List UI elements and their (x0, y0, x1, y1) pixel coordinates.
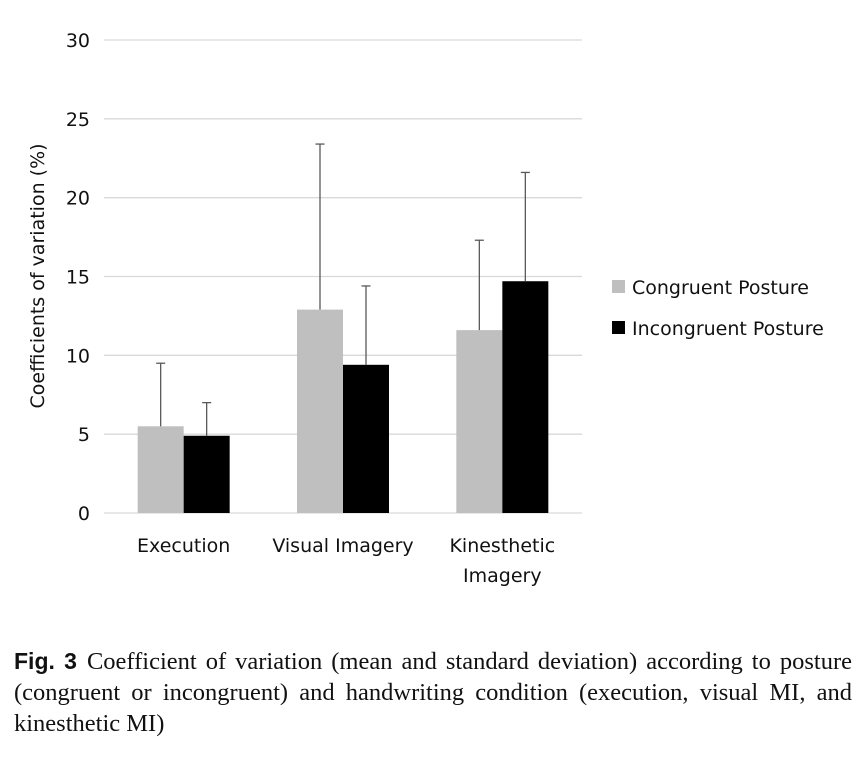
x-tick-label: Visual Imagery (272, 535, 413, 557)
bar (502, 281, 549, 513)
bar (137, 426, 184, 513)
y-tick-label: 5 (78, 424, 90, 446)
bar (297, 309, 343, 513)
legend-swatch (612, 321, 625, 334)
bars (137, 281, 549, 513)
legend-swatch (612, 280, 625, 293)
y-tick-label: 15 (66, 267, 90, 289)
bar (183, 435, 230, 513)
bar-chart: 0 5 10 15 20 25 30 Execution Visual Imagery Kine… (27, 30, 824, 587)
y-tick-label: 30 (66, 30, 90, 52)
bar (343, 364, 389, 513)
x-tick-label: Kinesthetic (449, 535, 555, 557)
legend-label: Congruent Posture (632, 277, 809, 299)
x-tick-label: Execution (137, 535, 230, 557)
y-axis-ticks: 0 5 10 15 20 25 30 (66, 30, 90, 525)
y-tick-label: 20 (66, 188, 90, 210)
y-tick-label: 0 (78, 503, 90, 525)
x-axis-ticks: Execution Visual Imagery Kinesthetic Imager… (137, 535, 555, 587)
y-tick-label: 25 (66, 109, 90, 131)
legend-label: Incongruent Posture (632, 318, 824, 340)
bar (456, 330, 503, 513)
figure-label: Fig. 3 (14, 648, 77, 674)
figure-caption: Fig. 3 Coefficient of variation (mean and… (14, 646, 852, 739)
x-tick-label: Imagery (463, 565, 542, 587)
error-bars (156, 143, 530, 436)
legend: Congruent Posture Incongruent Posture (612, 277, 824, 340)
y-axis-label: Coefficients of variation (%) (27, 143, 49, 408)
caption-text: Coefficient of variation (mean and stand… (14, 648, 852, 737)
y-tick-label: 10 (66, 345, 90, 367)
